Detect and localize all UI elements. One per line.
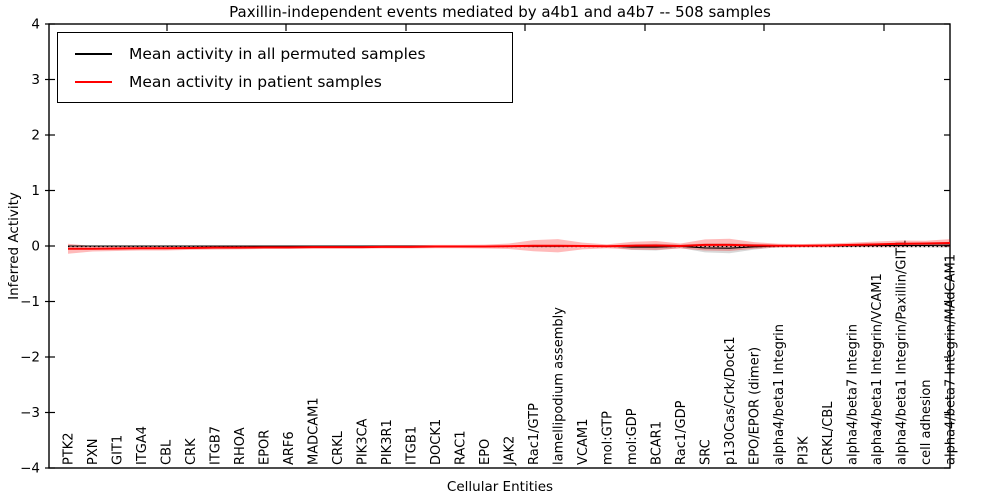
x-tick-label: alpha4/beta7 Integrin/MAdCAM1	[944, 254, 959, 465]
y-tick-label: −3	[20, 405, 40, 421]
x-tick-label: mol:GDP	[625, 408, 640, 465]
legend-label-patient: Mean activity in patient samples	[129, 73, 382, 91]
patient-mean-line	[68, 241, 951, 250]
x-tick-label: PIK3CA	[356, 418, 371, 465]
x-tick-label: p130Cas/Crk/Dock1	[723, 336, 738, 465]
legend-line-patient-icon	[75, 81, 112, 83]
x-tick-label: ITGB7	[209, 426, 224, 465]
x-axis-label: Cellular Entities	[446, 479, 554, 495]
legend-line-permuted-icon	[75, 53, 112, 55]
y-tick-label: 1	[31, 183, 40, 199]
x-tick-label: ITGB1	[405, 426, 420, 465]
y-tick-label: −1	[20, 294, 40, 310]
x-tick-label: mol:GTP	[601, 411, 616, 465]
x-tick-label: PIK3R1	[380, 419, 395, 465]
x-tick-label: alpha4/beta1 Integrin/Paxillin/GIT1	[895, 239, 910, 465]
x-tick-label: ITGA4	[135, 426, 150, 465]
chart-title: Paxillin-independent events mediated by …	[229, 3, 771, 21]
x-tick-label: EPOR	[258, 430, 273, 465]
y-tick-label: 4	[31, 17, 40, 33]
x-tick-label: ARF6	[282, 431, 297, 465]
x-tick-label: BCAR1	[650, 421, 665, 465]
y-tick-label: −4	[20, 461, 40, 477]
legend-entry-permuted: Mean activity in all permuted samples	[58, 40, 512, 68]
x-tick-label: JAK2	[503, 436, 518, 466]
y-tick-label: −2	[20, 350, 40, 366]
x-tick-label: SRC	[699, 439, 714, 465]
legend: Mean activity in all permuted samples Me…	[57, 32, 513, 103]
x-tick-label: PTK2	[62, 432, 77, 465]
x-tick-label: Rac1/GTP	[527, 403, 542, 465]
x-tick-label: CBL	[160, 439, 175, 465]
x-tick-label: CRKL	[331, 430, 346, 465]
x-tick-label: PI3K	[797, 436, 812, 465]
x-tick-label: VCAM1	[576, 419, 591, 465]
x-tick-label: MADCAM1	[307, 397, 322, 465]
x-tick-label: EPO/EPOR (dimer)	[748, 347, 763, 465]
x-tick-label: CRK	[184, 438, 199, 465]
x-tick-label: CRKL/CBL	[821, 401, 836, 465]
x-tick-label: Rac1/GDP	[674, 400, 689, 465]
y-axis-label: Inferred Activity	[6, 192, 22, 300]
y-tick-label: 3	[31, 72, 40, 88]
x-tick-label: GIT1	[111, 435, 126, 465]
y-tick-label: 2	[31, 128, 40, 144]
x-tick-label: alpha4/beta1 Integrin	[772, 324, 787, 465]
x-tick-label: PXN	[86, 439, 101, 465]
x-tick-label: EPO	[478, 439, 493, 465]
legend-entry-patient: Mean activity in patient samples	[58, 68, 512, 96]
x-tick-label: lamellipodium assembly	[552, 307, 567, 465]
y-tick-label: 0	[31, 239, 40, 255]
x-tick-label: alpha4/beta7 Integrin	[846, 324, 861, 465]
x-tick-label: RHOA	[233, 427, 248, 465]
x-tick-label: DOCK1	[429, 419, 444, 465]
x-tick-label: alpha4/beta1 Integrin/VCAM1	[870, 273, 885, 465]
legend-label-permuted: Mean activity in all permuted samples	[129, 45, 426, 63]
x-tick-label: cell adhesion	[919, 379, 934, 465]
x-tick-label: RAC1	[454, 430, 469, 465]
